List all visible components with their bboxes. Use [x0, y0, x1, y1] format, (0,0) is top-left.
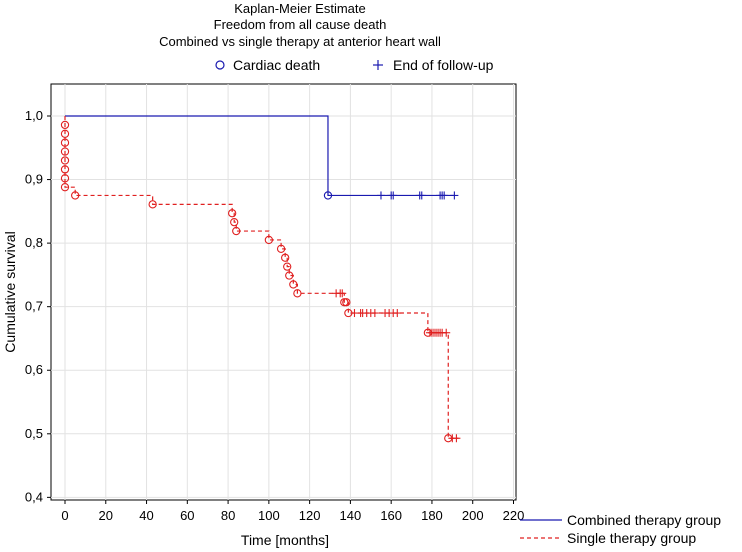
y-axis-label: Cumulative survival: [2, 231, 18, 352]
combined-censor-marker: [450, 191, 459, 200]
legend-combined-therapy-group: Combined therapy group: [567, 512, 721, 528]
single-event-marker: [264, 235, 274, 245]
y-tick-label: 0,9: [25, 172, 43, 187]
x-tick-label: 180: [421, 508, 443, 523]
combined-event-marker: [323, 191, 333, 200]
single-event-marker: [281, 253, 290, 262]
single-event-marker: [60, 147, 70, 156]
x-axis-label: Time [months]: [241, 532, 329, 548]
y-tick-label: 0,6: [25, 362, 43, 377]
marker-legend: Cardiac death End of follow-up: [215, 57, 494, 73]
legend-circle-marker: [215, 60, 225, 70]
single-censor-marker: [442, 328, 451, 337]
y-tick-label: 0,8: [25, 235, 43, 250]
series-layer: [60, 115, 461, 443]
x-tick-label: 140: [340, 508, 362, 523]
single-event-marker: [60, 165, 70, 174]
chart-title-line-2: Freedom from all cause death: [214, 17, 387, 32]
single-event-marker: [60, 120, 70, 130]
single-event-marker: [342, 298, 351, 307]
single-censor-marker: [370, 309, 379, 318]
x-tick-label: 120: [299, 508, 321, 523]
y-tick-label: 0,7: [25, 299, 43, 314]
legend-cardiac-death: Cardiac death: [233, 57, 320, 73]
single-event-marker: [285, 271, 294, 280]
single-event-marker: [276, 244, 286, 253]
x-tick-label: 220: [503, 508, 525, 523]
combined-therapy-curve: [65, 115, 455, 197]
combined-censor-marker: [440, 191, 449, 200]
x-tick-label: 80: [221, 508, 235, 523]
x-tick-label: 100: [258, 508, 280, 523]
grid: [51, 84, 516, 500]
combined-censor-marker: [389, 191, 398, 200]
single-event-marker: [232, 226, 241, 236]
y-axis-ticks: 0,4 0,5 0,6 0,7 0,8 0,9 1,0: [25, 108, 51, 504]
single-event-marker: [230, 217, 239, 227]
combined-censor-marker: [417, 191, 426, 200]
single-event-marker: [60, 156, 70, 165]
single-censor-marker: [338, 289, 347, 298]
single-event-marker: [283, 262, 292, 271]
series-legend: Combined therapy group Single therapy gr…: [520, 512, 721, 546]
y-tick-label: 1,0: [25, 108, 43, 123]
legend-end-of-follow-up: End of follow-up: [393, 57, 494, 73]
y-tick-label: 0,4: [25, 489, 43, 504]
single-censor-marker: [452, 434, 461, 443]
single-event-marker: [148, 200, 157, 209]
x-tick-label: 200: [462, 508, 484, 523]
chart-title-line-3: Combined vs single therapy at anterior h…: [159, 34, 441, 49]
single-event-marker: [60, 183, 70, 192]
chart-title-line-1: Kaplan-Meier Estimate: [234, 1, 366, 16]
x-tick-label: 20: [99, 508, 113, 523]
single-event-marker: [71, 191, 80, 200]
single-censor-marker: [393, 309, 402, 318]
x-axis-ticks: 0 20 40 60 80 100 120 140 160 180 200 220: [61, 500, 524, 523]
legend-single-therapy-group: Single therapy group: [567, 530, 696, 546]
single-event-marker: [289, 280, 298, 289]
combined-censor-marker: [376, 191, 385, 200]
x-tick-label: 160: [380, 508, 402, 523]
y-tick-label: 0,5: [25, 426, 43, 441]
single-event-marker: [60, 138, 70, 147]
x-tick-label: 60: [180, 508, 194, 523]
plot-frame: [50, 83, 517, 501]
x-tick-label: 0: [61, 508, 68, 523]
single-event-marker: [228, 209, 237, 218]
single-therapy-curve: [64, 116, 459, 439]
single-event-marker: [60, 174, 70, 183]
single-event-marker: [60, 129, 70, 138]
single-event-marker: [293, 289, 302, 298]
x-tick-label: 40: [139, 508, 153, 523]
